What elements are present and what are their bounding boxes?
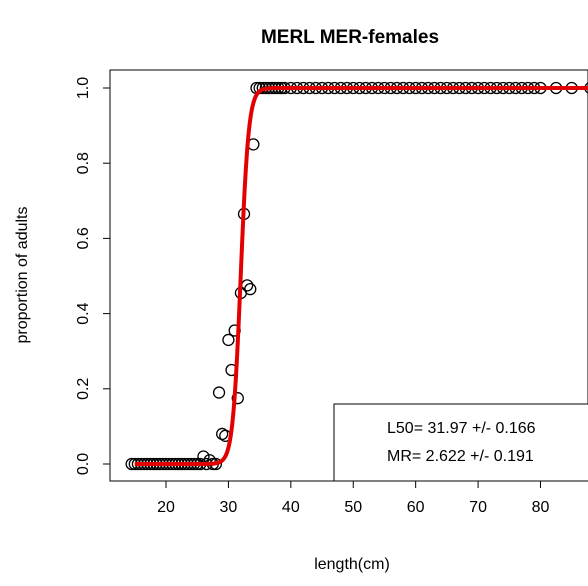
- y-tick-label: 0.2: [75, 378, 92, 400]
- chart-title: MERL MER-females: [261, 27, 439, 48]
- y-axis-label: proportion of adults: [14, 207, 31, 344]
- logistic-fit-line: [134, 86, 588, 466]
- y-tick-label: 0.8: [75, 152, 92, 174]
- x-tick-label: 50: [344, 499, 362, 516]
- y-tick-label: 0.4: [75, 302, 92, 324]
- x-tick-label: 40: [282, 499, 300, 516]
- y-tick-label: 0.0: [75, 453, 92, 475]
- legend-l50: L50= 31.97 +/- 0.166: [387, 420, 536, 437]
- legend-frame: [333, 403, 588, 482]
- y-tick-label: 1.0: [75, 77, 92, 99]
- x-axis-label: length(cm): [314, 556, 390, 573]
- data-point: [197, 450, 210, 463]
- data-point: [216, 427, 229, 441]
- x-tick-label: 70: [469, 499, 487, 516]
- x-tick-label: 20: [157, 499, 175, 516]
- data-point: [212, 386, 226, 399]
- data-point: [244, 283, 257, 296]
- x-tick-label: 30: [220, 499, 238, 516]
- x-tick-label: 60: [407, 499, 425, 516]
- legend-mr: MR= 2.622 +/- 0.191: [387, 448, 534, 465]
- x-tick-label: 80: [532, 499, 550, 516]
- legend-box: L50= 31.97 +/- 0.166 MR= 2.622 +/- 0.191: [333, 403, 588, 482]
- fit-curve: [134, 86, 588, 466]
- data-point: [231, 392, 244, 405]
- x-axis: 20 30 40 50 60 70 80: [157, 480, 550, 516]
- y-tick-label: 0.6: [75, 227, 92, 249]
- data-point: [222, 333, 235, 347]
- y-axis: 0.0 0.2 0.4 0.6 0.8 1.0: [75, 77, 111, 475]
